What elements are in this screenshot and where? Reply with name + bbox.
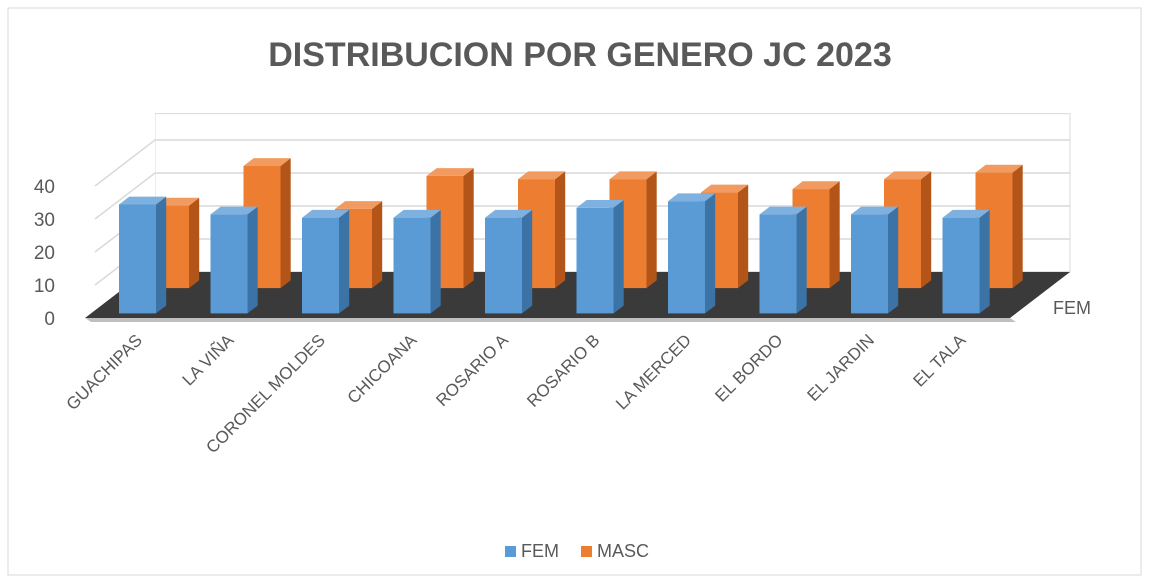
legend-swatch [505, 546, 516, 557]
bar-side [1012, 164, 1023, 289]
bar [576, 207, 614, 314]
depth-axis-label: FEM [1053, 298, 1091, 318]
grid-line [94, 172, 1070, 220]
bar-side [829, 181, 840, 289]
legend-swatch [581, 546, 592, 557]
bar-3d [302, 209, 350, 314]
y-tick-label: 20 [34, 243, 55, 264]
bar-3d [851, 206, 899, 314]
bar [119, 204, 156, 314]
bar-side [156, 196, 167, 314]
chart-title: DISTRIBUCION POR GENERO JC 2023 [268, 36, 891, 74]
bar-top [119, 196, 167, 205]
bar-side [372, 201, 383, 289]
bar-3d [243, 158, 291, 289]
bar-3d [393, 209, 441, 314]
grid-line [94, 139, 1070, 187]
bar-side [555, 171, 566, 289]
bar-top [884, 171, 932, 180]
bar [485, 217, 522, 314]
bar-top [668, 193, 716, 202]
bar-top [243, 158, 291, 166]
bar-top [485, 209, 533, 218]
bar-top [851, 206, 899, 215]
bar-side [705, 193, 716, 314]
bar-side [921, 171, 932, 289]
bar-side [738, 184, 749, 289]
y-tick-label: 40 [34, 177, 55, 198]
bar-top [975, 164, 1023, 173]
bar-side [888, 206, 899, 314]
bar-3d [759, 206, 807, 314]
bar-top [576, 199, 624, 208]
bar-side [463, 168, 474, 289]
y-tick-label: 10 [34, 276, 55, 297]
floor-edge [85, 318, 1016, 322]
bar [210, 214, 248, 314]
bar-3d [210, 206, 258, 314]
bar-3d [942, 209, 990, 314]
bar-top [335, 201, 383, 209]
bar-top [393, 209, 441, 218]
bar-side [646, 171, 657, 289]
bar-side [613, 199, 624, 314]
bar-3d [668, 193, 716, 314]
y-tick-label: 30 [34, 210, 55, 231]
bar-side [522, 209, 533, 314]
bar-top [792, 181, 840, 190]
bar-top [759, 206, 807, 215]
bar [759, 214, 797, 314]
bar-side [189, 197, 200, 289]
bar-top [609, 171, 657, 180]
bar-top [302, 209, 350, 218]
bar-side [430, 209, 441, 314]
bar [393, 217, 431, 314]
bar-side [979, 209, 990, 314]
bar-top [518, 171, 566, 180]
bar-3d [119, 196, 167, 314]
bar-3d [576, 199, 624, 314]
y-tick-label: 0 [44, 309, 55, 330]
bar-3d [975, 164, 1023, 289]
bar-top [942, 209, 990, 218]
bar-top [426, 168, 474, 176]
bar-side [339, 209, 350, 314]
bar-top [210, 206, 258, 215]
legend-label: MASC [597, 541, 649, 561]
bar-top [701, 184, 749, 193]
bar [668, 201, 705, 314]
bar-3d [485, 209, 533, 314]
bar-side [247, 206, 258, 314]
bar [851, 214, 888, 314]
bar-side [280, 158, 291, 289]
bar [302, 217, 339, 314]
bar [942, 217, 980, 314]
legend-label: FEM [521, 541, 559, 561]
bar-side [796, 206, 807, 314]
